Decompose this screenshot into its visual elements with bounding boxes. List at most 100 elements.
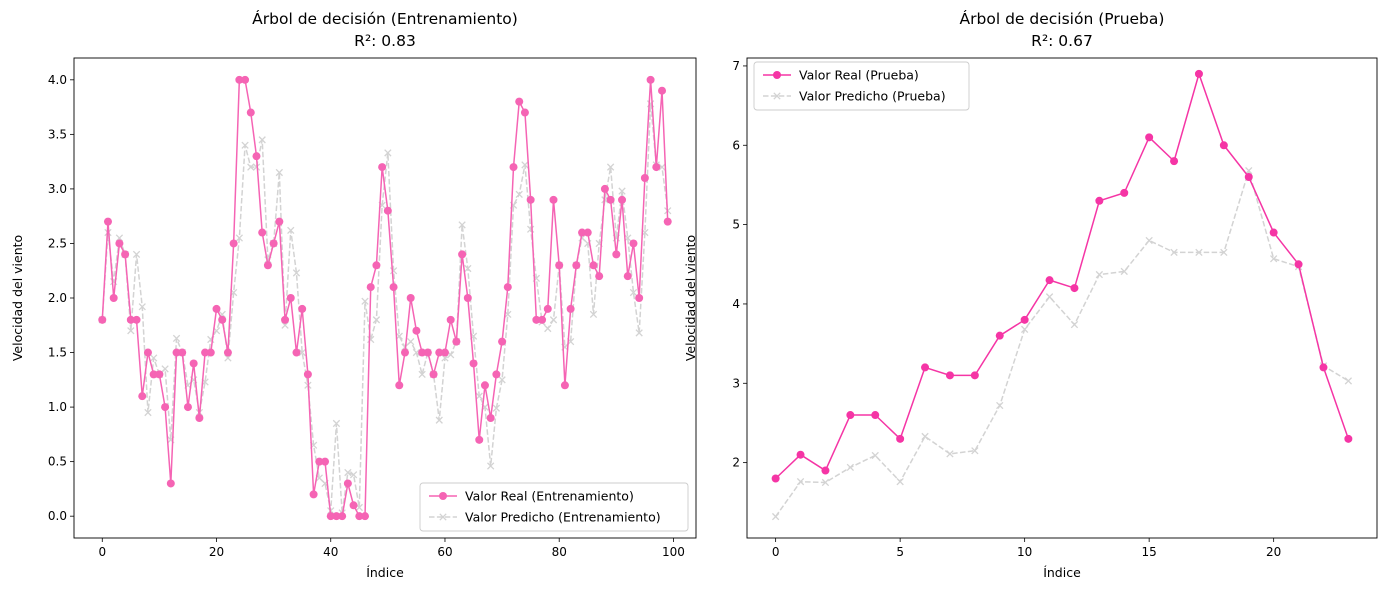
data-point-real	[246, 108, 255, 117]
x-marker-stroke	[258, 136, 266, 144]
data-point-real	[395, 381, 404, 390]
x-tick-label: 20	[1266, 545, 1281, 559]
x-tick-label: 0	[98, 545, 106, 559]
data-point-real	[1294, 260, 1303, 269]
x-marker-stroke	[549, 316, 558, 324]
chart-legend: Valor Real (Prueba) Valor Predicho (Prueb…	[753, 61, 970, 111]
data-point-predicted	[464, 264, 472, 273]
x-marker-stroke	[447, 351, 455, 359]
data-point-real	[229, 239, 238, 248]
data-point-real	[635, 294, 644, 302]
test-chart-panel: Árbol de decisión (Prueba) R²: 0.67 Índice…	[683, 9, 1378, 580]
x-marker-stroke	[344, 468, 352, 477]
x-marker-stroke	[298, 348, 306, 357]
data-point-real	[343, 479, 352, 488]
data-point-predicted	[549, 316, 558, 324]
data-point-real	[440, 348, 449, 357]
data-point-real	[115, 239, 124, 248]
data-point-predicted	[821, 478, 830, 487]
data-point-real	[663, 217, 672, 226]
x-marker-stroke	[332, 419, 341, 428]
data-point-real	[326, 512, 335, 521]
data-point-real	[315, 457, 324, 466]
data-point-real	[520, 108, 529, 117]
x-marker-stroke	[412, 348, 421, 357]
y-axis-label: Velocidad del viento	[10, 235, 25, 361]
data-point-predicted	[487, 462, 495, 470]
data-point-real	[503, 283, 512, 292]
data-point-predicted	[1270, 255, 1278, 263]
y-tick-label: 1.5	[48, 346, 67, 360]
data-point-real	[292, 348, 301, 357]
data-point-predicted	[138, 303, 146, 311]
legend-label: Valor Real (Entrenamiento)	[465, 489, 634, 504]
data-point-real	[338, 512, 347, 521]
x-marker-stroke	[771, 512, 780, 521]
data-point-predicted	[372, 316, 381, 324]
data-point-real	[1269, 228, 1278, 237]
data-point-predicted	[361, 297, 369, 305]
data-point-real	[355, 512, 364, 521]
data-point-real	[1244, 173, 1253, 182]
data-point-real	[309, 490, 318, 499]
x-marker-stroke	[1070, 320, 1079, 329]
x-marker-stroke	[161, 365, 169, 373]
data-point-real	[212, 304, 221, 313]
plot-frame	[746, 57, 1378, 539]
series-line-real	[775, 73, 1350, 480]
data-point-real	[178, 348, 187, 357]
x-marker-stroke	[996, 401, 1004, 410]
data-point-real	[658, 86, 667, 95]
data-point-predicted	[247, 163, 255, 171]
data-point-real	[543, 304, 552, 313]
x-marker-stroke	[515, 190, 523, 199]
y-tick-label: 3.0	[48, 182, 67, 196]
x-marker-stroke	[127, 327, 135, 335]
data-point-real	[560, 381, 569, 390]
data-point-real	[321, 457, 330, 466]
data-point-real	[172, 348, 181, 357]
x-marker-stroke	[521, 161, 529, 169]
data-point-real	[1120, 188, 1129, 197]
data-point-predicted	[971, 447, 979, 455]
data-point-predicted	[1095, 270, 1104, 279]
data-point-real	[332, 512, 341, 521]
data-point-real	[206, 348, 215, 357]
legend-label: Valor Predicho (Prueba)	[799, 89, 946, 104]
x-marker-stroke	[252, 163, 261, 171]
x-marker-stroke	[235, 234, 244, 242]
data-point-real	[366, 283, 375, 292]
chart-subtitle: R²: 0.67	[1031, 32, 1093, 50]
data-point-real	[195, 414, 204, 422]
x-marker-stroke	[212, 327, 221, 335]
data-point-real	[640, 174, 649, 182]
data-point-predicted	[258, 136, 266, 144]
x-marker-stroke	[589, 310, 598, 319]
data-point-real	[600, 184, 609, 193]
y-tick-label: 6	[732, 138, 740, 152]
data-point-predicted	[1245, 167, 1253, 175]
data-point-real	[1045, 276, 1054, 285]
data-point-real	[446, 315, 455, 324]
x-marker-stroke	[526, 225, 535, 233]
data-point-real	[469, 359, 478, 368]
x-marker-stroke	[871, 451, 879, 460]
x-marker-stroke	[292, 269, 301, 277]
data-point-real	[463, 294, 472, 302]
y-tick-label: 3.5	[48, 127, 67, 141]
x-marker-stroke	[241, 141, 249, 149]
data-point-real	[1095, 196, 1104, 205]
data-point-real	[945, 371, 954, 380]
data-point-real	[258, 228, 267, 237]
data-point-real	[109, 294, 118, 302]
training-chart-panel: Árbol de decisión (Entrenamiento) R²: 0.8…	[10, 9, 697, 580]
data-point-real	[1319, 363, 1328, 372]
data-point-real	[378, 163, 387, 172]
data-point-predicted	[996, 401, 1004, 410]
x-marker-stroke	[384, 149, 392, 157]
plot-frame	[73, 57, 697, 539]
x-marker-stroke	[247, 163, 255, 171]
data-point-real	[400, 348, 409, 357]
data-point-real	[223, 348, 232, 357]
data-point-real	[612, 250, 621, 259]
